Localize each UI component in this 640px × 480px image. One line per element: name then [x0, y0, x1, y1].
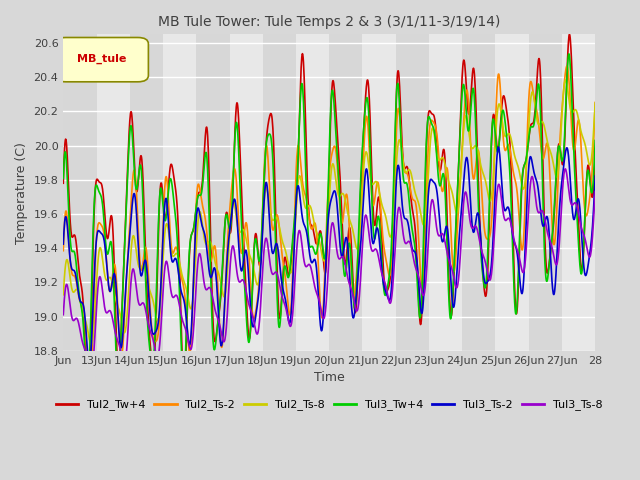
Bar [130, 35, 163, 351]
Bar [63, 35, 97, 351]
Bar [263, 35, 296, 351]
Bar [529, 35, 562, 351]
X-axis label: Time: Time [314, 371, 344, 384]
Bar [329, 35, 362, 351]
Bar [196, 35, 230, 351]
Text: MB_tule: MB_tule [77, 54, 126, 64]
Title: MB Tule Tower: Tule Temps 2 & 3 (3/1/11-3/19/14): MB Tule Tower: Tule Temps 2 & 3 (3/1/11-… [158, 15, 500, 29]
Bar [396, 35, 429, 351]
FancyBboxPatch shape [55, 37, 148, 82]
Bar [462, 35, 495, 351]
Y-axis label: Temperature (C): Temperature (C) [15, 142, 28, 243]
Legend: Tul2_Tw+4, Tul2_Ts-2, Tul2_Ts-8, Tul3_Tw+4, Tul3_Ts-2, Tul3_Ts-8: Tul2_Tw+4, Tul2_Ts-2, Tul2_Ts-8, Tul3_Tw… [51, 395, 607, 415]
